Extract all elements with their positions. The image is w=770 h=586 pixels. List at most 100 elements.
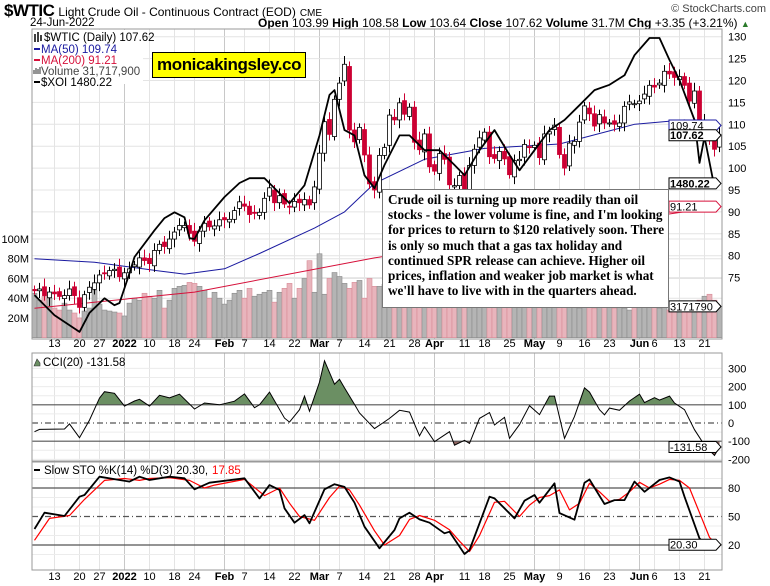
price-tick-label: 90	[728, 207, 740, 219]
candle	[67, 280, 72, 301]
ma200-value-tag: 91.21	[668, 200, 722, 214]
candle	[597, 109, 602, 133]
price-tick-label: 125	[728, 54, 746, 66]
candle	[652, 78, 657, 94]
date-label: 10	[143, 338, 155, 350]
candle	[497, 146, 502, 169]
candle	[152, 243, 157, 272]
panel-bg	[32, 353, 722, 461]
bottom-date-label: Jun	[630, 571, 650, 583]
volume-bar	[131, 297, 138, 339]
volume-bar	[206, 297, 213, 339]
candle	[252, 205, 257, 220]
candle	[302, 192, 307, 212]
price-tick-label: 100	[728, 163, 746, 175]
annotation-box: Crude oil is turning up more readily tha…	[382, 189, 669, 308]
volume-bar	[366, 278, 373, 339]
candle	[692, 82, 697, 109]
candle	[562, 148, 567, 176]
date-label: 14	[358, 338, 370, 350]
candle	[522, 139, 527, 166]
candle	[557, 123, 562, 159]
volume-bar	[661, 303, 668, 339]
high-value: 108.58	[362, 16, 399, 30]
volume-bar	[686, 309, 693, 338]
cci-area-icon	[33, 358, 41, 367]
volume-bar	[326, 278, 333, 339]
volume-bar	[321, 293, 328, 339]
candle	[82, 290, 87, 312]
symbol: $WTIC	[4, 1, 55, 20]
stockcharts-copyright[interactable]: © StockCharts.com	[671, 3, 766, 15]
close-value-tag: 107.62	[668, 129, 722, 142]
volume-bar	[96, 303, 103, 339]
candle	[517, 151, 522, 166]
up-arrow-icon: ▲	[740, 19, 750, 29]
svg-text:91.21: 91.21	[670, 202, 698, 214]
legend-sto-d: 17.85	[212, 465, 241, 477]
volume-bar	[106, 310, 113, 339]
cci-tick-label: -200	[728, 454, 750, 466]
bottom-date-label: Mar	[310, 571, 330, 583]
legend-ma200: MA(200) 91.21	[41, 55, 117, 67]
bottom-date-label: 22	[288, 571, 300, 583]
bottom-date-label: Feb	[215, 571, 235, 583]
candle	[162, 235, 167, 254]
candle	[422, 128, 427, 161]
volume-bar	[361, 297, 368, 339]
close-value: 107.62	[505, 16, 543, 30]
legend-bg	[33, 30, 143, 84]
candle	[77, 290, 82, 314]
price-tick-label: 115	[728, 97, 746, 109]
date-label: 13	[673, 338, 685, 350]
date-label: 20	[73, 338, 85, 350]
candle	[62, 289, 67, 306]
candle	[357, 123, 362, 144]
date-label: Jun	[630, 338, 650, 350]
candle	[392, 108, 397, 125]
price-tick-label: 130	[728, 32, 746, 44]
title-row: $WTIC Light Crude Oil - Continuous Contr…	[4, 1, 322, 21]
price-tick-label: 95	[728, 185, 740, 197]
volume-bar	[571, 303, 578, 339]
candle	[407, 103, 412, 121]
open-value: 103.99	[292, 16, 329, 30]
volume-tick-label: 40M	[8, 293, 29, 305]
candle	[307, 195, 312, 209]
volume-bar	[141, 292, 148, 339]
candle	[607, 119, 612, 127]
volume-bar	[71, 312, 78, 339]
ma50-line	[34, 119, 720, 275]
candle	[262, 192, 267, 220]
cci-line	[34, 359, 720, 457]
candle	[662, 65, 667, 93]
candle	[567, 134, 572, 171]
bottom-date-label: 23	[603, 571, 615, 583]
price-tick-label: 110	[728, 119, 746, 131]
candle	[632, 99, 637, 109]
volume-bar	[186, 282, 193, 338]
candle	[232, 206, 237, 224]
candle	[667, 62, 672, 79]
date-label: 11	[459, 338, 470, 350]
volume-bar	[616, 303, 623, 339]
legend-xoi: $XOI 1480.22	[41, 77, 112, 89]
volume-bar	[111, 311, 118, 338]
volume-bar	[301, 278, 308, 339]
candle	[592, 105, 597, 132]
candle	[72, 281, 77, 304]
candle	[342, 55, 347, 86]
candle	[387, 108, 392, 153]
volume-bar	[601, 303, 608, 339]
volume-bar	[591, 307, 598, 339]
date-label: Apr	[425, 338, 445, 350]
date-label: 13	[48, 338, 60, 350]
sto-k-line	[33, 475, 720, 555]
candle	[362, 123, 367, 163]
cci-value-tag: -131.58	[668, 440, 722, 454]
candle	[227, 212, 232, 229]
candle	[107, 266, 112, 280]
candle	[527, 139, 532, 154]
cci-tick-label: 300	[728, 363, 746, 375]
volume-bar	[261, 291, 268, 338]
